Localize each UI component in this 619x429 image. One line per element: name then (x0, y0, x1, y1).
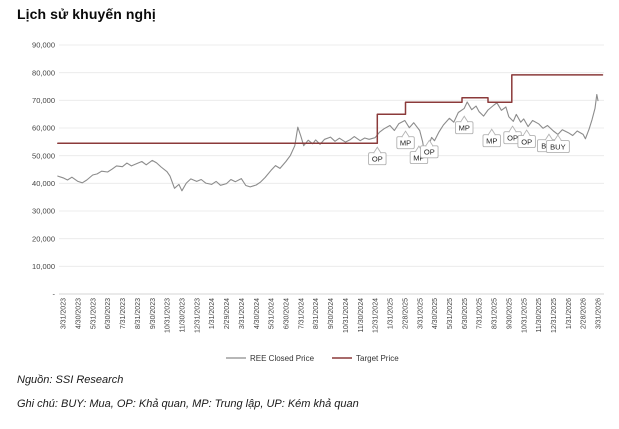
x-axis-tick-label: 11/30/2023 (179, 298, 186, 333)
annotation-label: OP (424, 148, 435, 157)
y-axis-tick-label: 40,000 (32, 179, 55, 188)
legend-item-target-price: Target Price (332, 354, 399, 363)
gridlines (59, 44, 604, 295)
y-axis-labels: 90,000 80,000 70,000 60,000 50,000 40,000 30,0… (32, 41, 55, 299)
x-axis-tick-label: 8/31/2024 (313, 298, 320, 329)
annotation-up-arrow (553, 134, 563, 141)
annotation-label: MP (459, 124, 470, 133)
x-axis-tick-label: 9/30/2023 (150, 298, 157, 329)
y-axis-tick-label: 10,000 (32, 262, 55, 271)
annotation-up-arrow (425, 139, 434, 147)
y-axis-tick-label: 70,000 (32, 96, 55, 105)
x-axis-tick-label: 11/30/2025 (536, 298, 543, 333)
chart-legend: REE Closed Price Target Price (226, 354, 399, 363)
annotation-label: BUY (550, 142, 565, 151)
x-axis-tick-label: 9/30/2024 (328, 298, 335, 329)
annotation-label: MP (413, 153, 424, 162)
recommendation-annotation-mp: MP (396, 130, 415, 150)
x-axis-tick-label: 4/30/2023 (75, 298, 82, 329)
recommendation-annotation-op: OP (368, 146, 387, 166)
x-axis-tick-label: 1/31/2024 (209, 298, 216, 329)
x-axis-tick-label: 3/31/2024 (239, 298, 246, 329)
y-axis-tick-label: - (53, 290, 56, 299)
recommendation-annotation-mp: MP (455, 115, 474, 135)
x-axis-tick-label: 10/31/2023 (165, 298, 172, 333)
x-axis-tick-label: 3/31/2023 (61, 298, 68, 329)
annotation-up-arrow (459, 115, 469, 123)
recommendation-annotation-op: OP (503, 125, 522, 145)
annotation-up-arrow (401, 130, 410, 138)
x-axis-tick-label: 5/31/2024 (269, 298, 276, 329)
x-axis-tick-label: 12/31/2023 (194, 298, 201, 333)
x-axis-tick-label: 3/31/2026 (596, 298, 603, 329)
page-title: Lịch sử khuyến nghị (17, 6, 156, 22)
x-axis-tick-label: 2/29/2024 (224, 298, 231, 329)
x-axis-tick-label: 6/30/2024 (284, 298, 291, 329)
x-axis-tick-label: 11/30/2024 (358, 298, 365, 333)
x-axis-tick-label: 7/31/2023 (120, 298, 127, 329)
x-axis-tick-label: 8/31/2023 (135, 298, 142, 329)
x-axis-tick-label: 12/31/2025 (551, 298, 558, 333)
y-axis-tick-label: 20,000 (32, 234, 55, 243)
x-axis-tick-label: 3/31/2025 (417, 298, 424, 329)
x-axis-tick-label: 4/30/2025 (432, 298, 439, 329)
x-axis-tick-label: 5/31/2025 (447, 298, 454, 329)
x-axis-tick-label: 4/30/2024 (254, 298, 261, 329)
x-axis-tick-label: 7/31/2025 (477, 298, 484, 329)
annotation-up-arrow (522, 129, 531, 137)
y-axis-tick-label: 30,000 (32, 207, 55, 216)
source-note: Nguồn: SSI Research (17, 374, 124, 386)
x-axis-tick-label: 2/28/2026 (581, 298, 588, 329)
recommendation-annotation-buy: BUY (545, 134, 570, 153)
y-axis-tick-label: 50,000 (32, 151, 55, 160)
x-axis-tick-label: 2/28/2025 (402, 298, 409, 329)
recommendation-annotation-mp: MP (482, 128, 501, 148)
ree-closed-price-line (57, 93, 599, 192)
x-axis-tick-label: 1/31/2025 (388, 298, 395, 329)
x-axis-tick-label: 10/31/2024 (343, 298, 350, 333)
annotation-up-arrow (487, 128, 497, 136)
x-axis-tick-label: 10/31/2025 (521, 298, 528, 333)
annotation-label: OP (521, 137, 532, 146)
annotation-up-arrow (544, 133, 554, 141)
x-axis-tick-label: 7/31/2024 (298, 298, 305, 329)
annotation-label: MP (486, 137, 497, 146)
x-axis-tick-label: 9/30/2025 (506, 298, 513, 329)
recommendation-annotation-op: OP (517, 129, 536, 149)
y-axis-tick-label: 60,000 (32, 124, 55, 133)
x-axis-tick-label: 12/31/2024 (373, 298, 380, 333)
x-axis-tick-label: 5/31/2023 (90, 298, 97, 329)
y-axis-tick-label: 80,000 (32, 68, 55, 77)
legend-label: Target Price (356, 354, 399, 363)
annotation-up-arrow (372, 146, 382, 154)
legend-label: REE Closed Price (250, 354, 315, 363)
annotation-label: MP (400, 138, 411, 147)
annotation-label: OP (507, 133, 518, 142)
target-price-line (57, 74, 604, 144)
legend-item-ree-closed-price: REE Closed Price (226, 354, 315, 363)
y-axis-tick-label: 90,000 (32, 41, 55, 50)
x-axis-tick-label: 8/31/2025 (492, 298, 499, 329)
annotation-up-arrow (508, 125, 517, 133)
x-axis-tick-label: 6/30/2023 (105, 298, 112, 329)
x-axis-tick-label: 1/31/2026 (566, 298, 573, 329)
recommendation-annotation-op: OP (420, 139, 439, 159)
glossary-note: Ghi chú: BUY: Mua, OP: Khả quan, MP: Tru… (17, 398, 359, 410)
recommendation-annotations: OPMPMPOPMPMPOPOPBUYBUY (368, 115, 570, 166)
x-axis-tick-label: 6/30/2025 (462, 298, 469, 329)
annotation-label: OP (372, 155, 383, 164)
x-axis-labels: 3/31/2023 4/30/2023 5/31/2023 6/30/2023 7/31… (61, 298, 603, 333)
